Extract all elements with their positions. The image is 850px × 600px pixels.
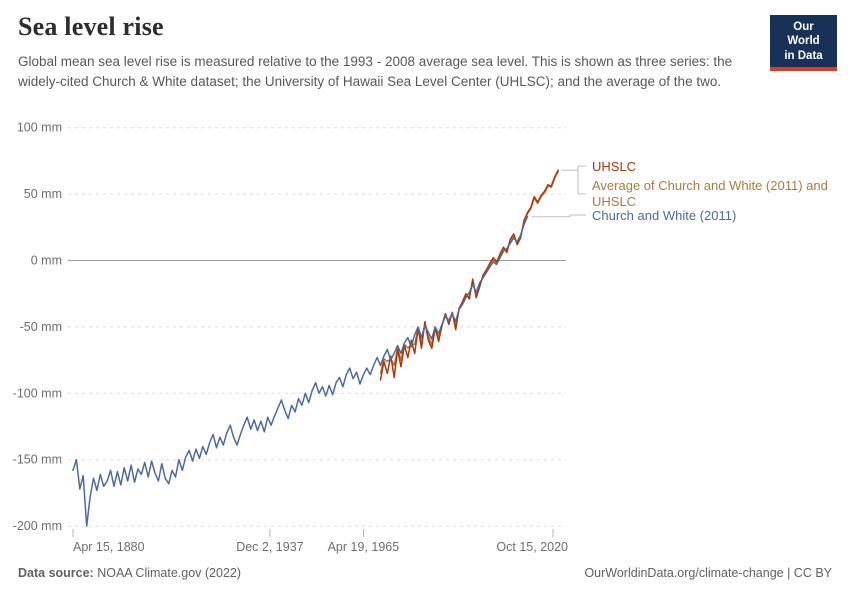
- legend-item-church-white[interactable]: Church and White (2011): [592, 208, 737, 223]
- page-title: Sea level rise: [18, 12, 164, 41]
- legend-connector-uhslc-average: [561, 165, 586, 195]
- y-axis-label: -50 mm: [20, 320, 62, 334]
- x-axis-label: Apr 15, 1880: [73, 540, 145, 554]
- x-axis-label: Apr 19, 1965: [328, 540, 400, 554]
- owid-logo-line1: Our World: [787, 21, 820, 48]
- owid-logo[interactable]: Our World in Data: [770, 15, 837, 72]
- series-line-church-and-white-2011[interactable]: [72, 215, 529, 527]
- legend-item-average[interactable]: Average of Church and White (2011) and U…: [592, 178, 828, 209]
- x-axis-label: Oct 15, 2020: [496, 540, 568, 554]
- legend-connector-church-white: [531, 214, 586, 218]
- chart-subtitle: Global mean sea level rise is measured r…: [18, 54, 733, 89]
- y-axis-label: -150 mm: [13, 453, 62, 467]
- data-source-label: Data source:: [18, 566, 94, 580]
- owid-logo-line2: in Data: [784, 49, 823, 62]
- x-axis-label: Dec 2, 1937: [236, 540, 303, 554]
- owid-credit-link[interactable]: OurWorldinData.org/climate-change | CC B…: [584, 566, 832, 580]
- y-axis-label: -100 mm: [13, 386, 62, 400]
- data-source-value: NOAA Climate.gov (2022): [93, 566, 242, 580]
- chart-footer: Data source: NOAA Climate.gov (2022) Our…: [0, 566, 850, 580]
- data-source: Data source: NOAA Climate.gov (2022): [18, 566, 241, 580]
- series-line-average-of-church-and-white-2011-and-uhslc[interactable]: [379, 170, 559, 375]
- y-axis-label: 100 mm: [17, 121, 62, 135]
- y-axis-label: -200 mm: [13, 519, 62, 533]
- y-axis-label: 0 mm: [31, 254, 62, 268]
- legend-item-uhslc[interactable]: UHSLC: [592, 159, 637, 174]
- y-axis-label: 50 mm: [24, 187, 62, 201]
